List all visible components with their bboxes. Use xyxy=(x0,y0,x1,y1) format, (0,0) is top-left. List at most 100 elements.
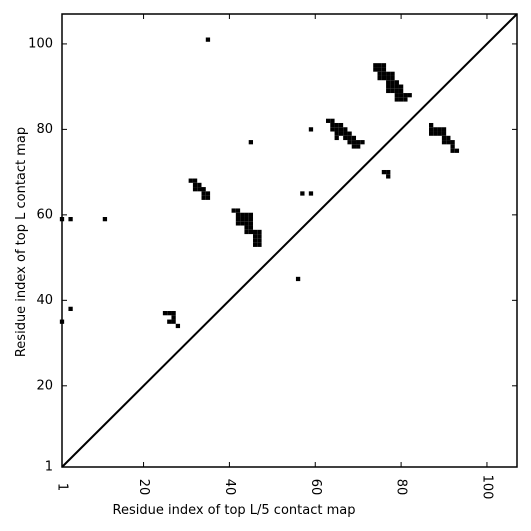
contact-cell xyxy=(390,84,395,89)
contact-cell xyxy=(334,131,339,136)
y-tick-label: 100 xyxy=(28,36,53,51)
y-axis-ticks: 1 20 40 60 80 100 xyxy=(28,36,517,475)
contact-cell xyxy=(394,93,399,98)
contact-cell xyxy=(192,182,198,188)
contact-cell xyxy=(201,191,206,196)
contact-cell xyxy=(394,80,399,85)
contact-cell xyxy=(373,67,378,72)
contact-cell xyxy=(429,131,434,136)
contact-cell xyxy=(188,178,193,183)
contact-cell xyxy=(330,122,335,128)
contact-cell xyxy=(248,140,254,145)
contact-cell xyxy=(253,242,258,247)
contact-cell xyxy=(171,315,176,320)
contact-cell xyxy=(386,80,391,85)
contact-cell xyxy=(325,118,331,123)
contact-cell xyxy=(257,234,262,239)
contact-cell xyxy=(244,229,249,235)
contact-cell xyxy=(403,93,408,98)
contact-cell xyxy=(403,97,408,102)
contact-cell xyxy=(356,144,361,149)
contact-cell xyxy=(390,71,395,76)
contact-cell xyxy=(235,208,241,213)
contact-cell xyxy=(253,238,258,243)
contact-cell xyxy=(351,135,357,141)
contact-cell xyxy=(68,306,73,312)
contact-cell xyxy=(437,131,442,136)
contact-cell xyxy=(429,127,434,132)
contact-cell xyxy=(398,97,404,102)
contact-cell xyxy=(351,144,357,149)
contact-cell xyxy=(433,127,438,132)
contact-cell xyxy=(167,319,172,324)
contact-cell xyxy=(351,140,357,145)
contact-cell xyxy=(446,140,451,145)
contact-cell xyxy=(386,75,391,81)
contact-cell xyxy=(390,88,395,94)
contact-cell xyxy=(162,311,168,316)
x-tick-label: 20 xyxy=(136,479,151,496)
y-tick-label: 40 xyxy=(36,293,53,308)
y-tick-label: 60 xyxy=(36,207,53,222)
x-tick-label: 80 xyxy=(394,479,409,496)
contact-cell xyxy=(398,93,404,98)
contact-cell xyxy=(381,71,387,76)
contact-cell xyxy=(377,63,382,68)
contact-cell xyxy=(441,127,447,132)
y-tick-label: 20 xyxy=(36,378,53,393)
y-axis-label: Residue index of top L contact map xyxy=(14,127,29,357)
contact-cell xyxy=(338,122,344,128)
contact-cell xyxy=(201,195,206,200)
contact-cell xyxy=(356,140,361,145)
contact-cell xyxy=(244,221,249,226)
x-tick-label: 100 xyxy=(479,475,494,500)
contact-cell xyxy=(343,131,348,136)
plot-frame xyxy=(61,13,518,468)
contact-cell xyxy=(192,178,198,183)
contact-cell xyxy=(338,127,344,132)
contact-cell xyxy=(235,212,241,217)
contact-cell xyxy=(347,131,352,136)
contact-cell xyxy=(171,311,176,316)
x-axis-label: Residue index of top L/5 contact map xyxy=(113,503,356,518)
x-tick-label: 1 xyxy=(55,483,70,491)
contact-cell xyxy=(240,221,245,226)
contact-cell xyxy=(248,229,254,235)
contact-cell xyxy=(257,229,262,235)
contact-cell xyxy=(386,71,391,76)
contact-cell xyxy=(330,127,335,132)
contact-cell xyxy=(398,88,404,94)
contact-cell xyxy=(394,84,399,89)
contact-cell xyxy=(205,195,211,200)
contact-cell xyxy=(248,217,254,222)
contact-cell xyxy=(235,221,241,226)
contact-cell xyxy=(334,135,339,141)
contact-cell xyxy=(450,148,455,153)
contact-cells xyxy=(59,37,460,329)
contact-cell xyxy=(386,88,391,94)
contact-cell xyxy=(398,84,404,89)
contact-cell xyxy=(205,191,211,196)
contact-cell xyxy=(386,174,391,179)
contact-cell xyxy=(450,144,455,149)
contact-cell xyxy=(253,229,258,235)
contact-cell xyxy=(381,67,387,72)
contact-cell xyxy=(441,135,447,141)
x-tick-label: 60 xyxy=(308,479,323,496)
contact-cell xyxy=(102,217,108,222)
contact-cell xyxy=(235,217,241,222)
contact-cell xyxy=(244,212,249,217)
x-axis-ticks: 1 20 40 60 80 100 xyxy=(55,14,494,500)
contact-cell xyxy=(240,212,245,217)
contact-cell xyxy=(377,75,382,81)
contact-cell xyxy=(377,67,382,72)
contact-cell xyxy=(167,311,172,316)
contact-cell xyxy=(386,169,391,175)
diagonal-line xyxy=(61,13,518,468)
contact-cell xyxy=(441,140,447,145)
contact-cell xyxy=(429,122,434,128)
contact-cell xyxy=(338,131,344,136)
contact-cell xyxy=(253,234,258,239)
contact-cell xyxy=(197,182,202,188)
